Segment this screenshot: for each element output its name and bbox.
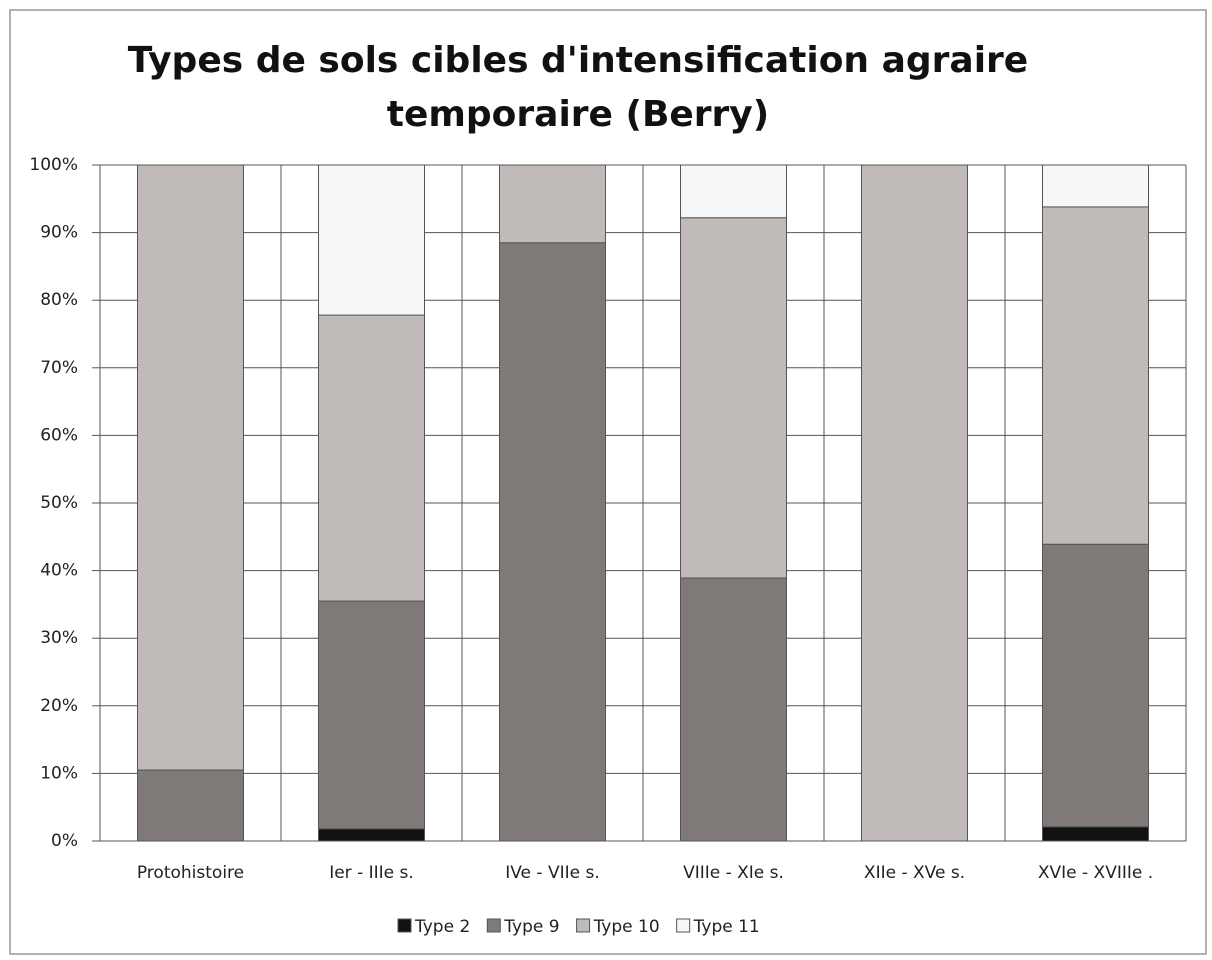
bar-segment	[318, 164, 425, 316]
y-tick-label: 70%	[40, 358, 78, 378]
y-tick-label: 20%	[40, 696, 78, 716]
legend-label: Type 11	[693, 917, 760, 937]
y-tick-label: 90%	[40, 223, 78, 243]
x-tick-label: Protohistoire	[137, 863, 244, 883]
y-tick-label: 50%	[40, 493, 78, 513]
x-tick-label: IVe - VIIe s.	[505, 863, 600, 883]
y-tick-label: 60%	[40, 425, 78, 445]
bar-segment	[318, 828, 425, 842]
y-tick-label: 0%	[51, 831, 78, 851]
bar-segment	[680, 164, 787, 219]
y-tick-label: 80%	[40, 290, 78, 310]
bar-segment	[1042, 164, 1149, 208]
legend-swatch	[397, 918, 412, 933]
x-tick-label: XIIe - XVe s.	[864, 863, 965, 883]
chart-title: Types de sols cibles d'intensification a…	[128, 40, 1028, 81]
bar-segment	[318, 314, 425, 602]
legend-swatch	[486, 918, 501, 933]
bar-segment	[1042, 543, 1149, 828]
y-tick-label: 10%	[40, 763, 78, 783]
bar-segment	[499, 164, 606, 244]
bar-segment	[137, 164, 244, 771]
legend-swatch	[576, 918, 591, 933]
legend-swatch	[676, 918, 691, 933]
legend-label: Type 9	[503, 917, 559, 937]
y-tick-label: 30%	[40, 628, 78, 648]
legend-label: Type 10	[593, 917, 660, 937]
x-tick-label: VIIIe - XIe s.	[683, 863, 784, 883]
bar-segment	[680, 577, 787, 842]
bar-segment	[137, 769, 244, 842]
bar-segment	[1042, 826, 1149, 842]
bar-segment	[861, 164, 968, 842]
legend-label: Type 2	[414, 917, 470, 937]
bar-segment	[499, 242, 606, 842]
y-tick-label: 100%	[29, 155, 78, 175]
x-tick-label: Ier - IIIe s.	[329, 863, 414, 883]
bar-segment	[680, 217, 787, 579]
y-tick-label: 40%	[40, 561, 78, 581]
bar-segment	[318, 600, 425, 830]
x-tick-label: XVIe - XVIIIe .	[1038, 863, 1153, 883]
bar-segment	[1042, 206, 1149, 545]
chart-title: temporaire (Berry)	[387, 94, 769, 135]
